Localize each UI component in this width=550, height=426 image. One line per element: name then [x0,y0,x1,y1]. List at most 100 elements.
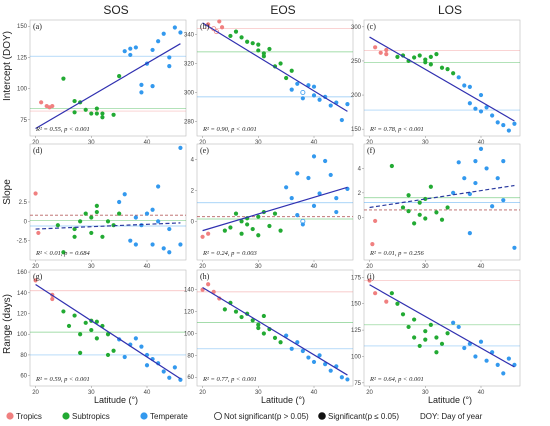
data-point-subtropics [94,111,99,116]
panel-label: (c) [367,22,376,31]
data-point-subtropics [94,203,99,208]
data-point-temperate [161,31,166,36]
legend-label: Not significant(p > 0.05) [224,412,309,421]
data-point-subtropics [66,323,72,329]
data-point-subtropics [100,115,105,120]
legend-label: Temperate [150,412,188,421]
data-point-temperate [478,109,484,114]
data-point-subtropics [72,313,77,318]
panel-frame [29,143,187,261]
data-point-subtropics [439,217,445,222]
y-tick-label: 100 [184,331,195,337]
data-point-temperate [339,375,344,380]
y-tick-label: 2.5 [19,200,28,206]
data-point-temperate [317,353,322,358]
data-point-subtropics [289,68,294,73]
data-point-subtropics [250,41,255,46]
row-label-range: Range (days) [2,294,13,354]
data-point-subtropics [434,210,439,215]
data-point-subtropics [423,216,428,221]
data-point-subtropics [94,209,99,215]
data-point-subtropics [412,55,417,60]
data-point-temperate [150,207,155,212]
data-point-subtropics [261,331,266,336]
data-point-subtropics [61,250,66,255]
panel-frame [363,143,521,261]
data-point-temperate [178,30,183,35]
legend-symbol-tropics [6,412,14,420]
regression-line [369,284,515,368]
data-point-subtropics [417,53,422,58]
data-point-temperate [289,346,294,351]
data-point-temperate [300,96,305,101]
data-point-subtropics [83,211,88,216]
data-point-temperate [122,354,127,360]
data-point-subtropics [239,219,244,224]
data-point-subtropics [117,74,122,79]
data-point-temperate [484,105,489,110]
regression-stat: R² = 0.78, p < 0.001 [369,126,424,133]
data-point-subtropics [284,75,289,81]
data-point-temperate [161,246,166,251]
x-tick-label: 20 [366,390,373,396]
data-point-subtropics [78,219,83,224]
data-point-temperate [144,211,150,216]
data-point-subtropics [256,233,261,238]
y-tick-label: 0 [191,219,195,225]
data-point-temperate [289,196,294,201]
column-title-eos: EOS [270,3,295,17]
x-tick-label: 30 [422,390,429,396]
x-tick-label: 40 [478,264,485,270]
data-point-temperate [345,102,350,107]
row-label-intercept: Intercept (DOY) [2,31,13,101]
x-tick-label: 40 [144,390,151,396]
data-point-subtropics [100,111,105,116]
x-tick-label: 30 [255,390,262,396]
x-tick-label: 20 [366,140,373,146]
data-point-subtropics [89,327,94,333]
data-point-temperate [289,87,294,92]
data-point-temperate [501,371,506,376]
data-point-temperate [156,219,161,224]
data-point-temperate [323,158,328,164]
panel-b: 280 300 320 340 20 30 40 (b) R² = 0.90, p < 0.00… [184,19,354,146]
data-point-subtropics [228,225,233,230]
data-point-tropics [33,278,38,283]
x-tick-label: 30 [88,390,95,396]
data-point-temperate [490,204,495,209]
data-point-temperate [328,103,333,108]
panel-frame [363,269,521,387]
data-point-subtropics [423,337,428,342]
data-point-subtropics [412,317,417,322]
y-tick-label: 60 [20,374,27,380]
data-point-temperate [501,158,506,164]
data-point-tropics [39,100,44,105]
data-point-temperate [122,49,127,54]
data-point-subtropics [256,214,261,219]
y-tick-label: 320 [184,62,195,68]
data-point-subtropics [89,111,94,116]
y-tick-label: 0 [24,219,28,225]
panel-label: (g) [33,272,43,281]
regression-line [35,222,181,230]
panel-label: (i) [367,272,375,281]
y-tick-label: 80 [20,353,27,359]
y-tick-label: 125 [17,55,28,61]
data-point-subtropics [72,234,77,239]
data-point-tropics [367,278,372,283]
data-point-subtropics [256,325,261,331]
x-tick-label: 20 [32,390,39,396]
y-tick-label: 75 [20,118,27,124]
regression-line [202,186,348,232]
data-point-subtropics [78,350,83,355]
data-point-temperate [473,158,478,164]
x-tick-label: 40 [144,264,151,270]
regression-stat: R² = 0.90, p < 0.001 [202,126,257,133]
data-point-subtropics [267,46,272,52]
data-point-temperate [311,203,317,208]
data-point-temperate [478,339,484,344]
data-point-subtropics [111,348,116,353]
regression-line [35,283,181,380]
data-point-temperate [295,213,300,218]
data-point-temperate [161,369,166,374]
